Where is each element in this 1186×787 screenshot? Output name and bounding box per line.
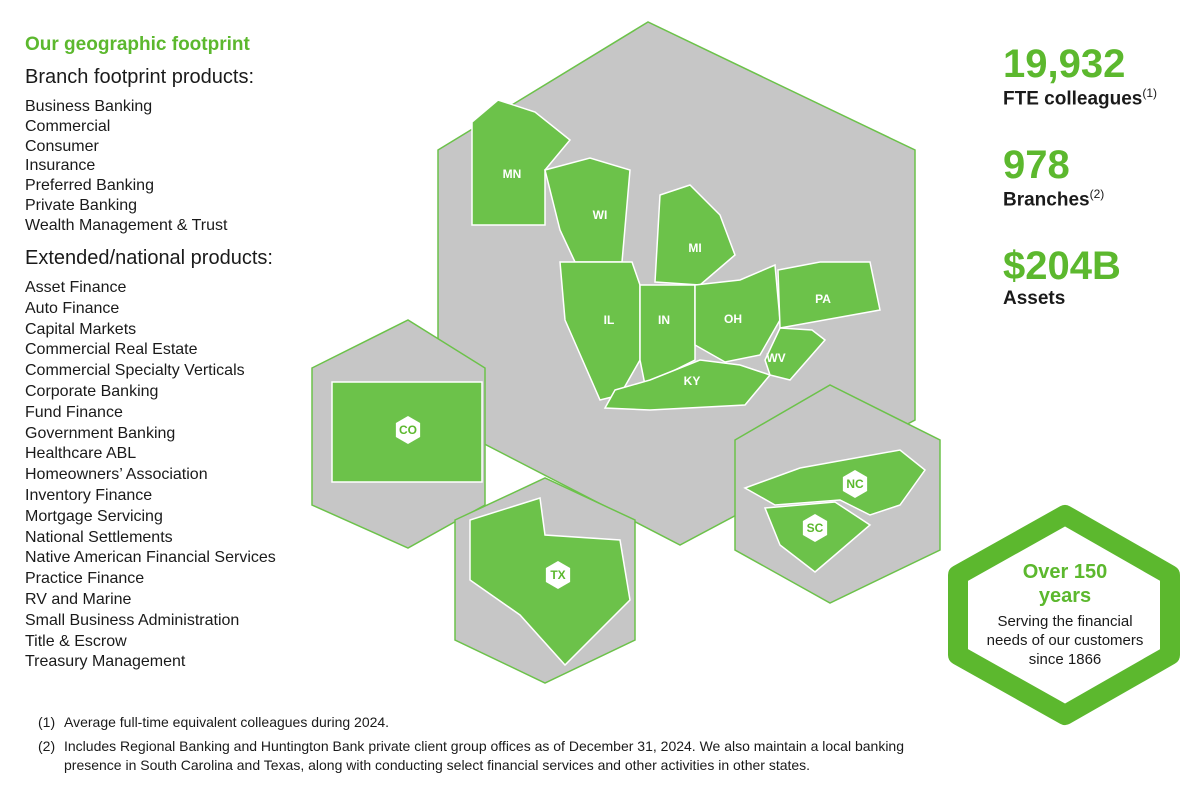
stat-label: Branches(2) bbox=[1003, 187, 1104, 211]
title: Our geographic footprint bbox=[25, 34, 250, 55]
product-item: RV and Marine bbox=[25, 590, 132, 608]
stat-label: FTE colleagues(1) bbox=[1003, 86, 1157, 110]
badge: Over 150 years Serving the financial nee… bbox=[985, 560, 1145, 669]
stat: 978 Branches(2) bbox=[1003, 143, 1104, 211]
product-item: Healthcare ABL bbox=[25, 445, 137, 463]
badge-heading: Over 150 years bbox=[1022, 561, 1108, 607]
product-item: Auto Finance bbox=[25, 299, 120, 317]
state-icon bbox=[842, 470, 868, 498]
product-item: Wealth Management & Trust bbox=[25, 216, 228, 234]
stat-value: $204B bbox=[1003, 244, 1121, 288]
stat-label-text: Branches bbox=[1003, 189, 1090, 211]
state-icon bbox=[395, 416, 421, 444]
product-item: Government Banking bbox=[25, 424, 176, 442]
product-item: Asset Finance bbox=[25, 279, 127, 296]
product-item: Fund Finance bbox=[25, 403, 123, 421]
stat-value: 19,932 bbox=[1003, 42, 1126, 86]
product-list: Business Banking Commercial Consumer Insura… bbox=[25, 99, 227, 238]
product-item: Treasury Management bbox=[25, 653, 186, 671]
state-label: OH bbox=[724, 312, 742, 326]
footnote-text: Average full-time equivalent colleagues … bbox=[64, 714, 390, 730]
state bbox=[694, 263, 781, 363]
footnote-text: Includes Regional Banking and Huntington… bbox=[64, 738, 904, 773]
product-item: Preferred Banking bbox=[25, 177, 154, 195]
state-label: IL bbox=[604, 313, 615, 327]
product-list: Asset Finance Auto Finance Capital Markets… bbox=[25, 280, 276, 675]
product-item: Homeowners’ Association bbox=[25, 466, 208, 484]
stat-label-text: FTE colleagues bbox=[1003, 88, 1143, 110]
product-item: Native American Financial Services bbox=[25, 549, 276, 567]
state-label: KY bbox=[684, 374, 701, 388]
state-label: NC bbox=[846, 477, 864, 491]
section-heading: Extended/national products: bbox=[25, 247, 273, 269]
footnote-ref: (1) bbox=[1142, 86, 1158, 100]
section-heading: Branch footprint products: bbox=[25, 66, 255, 88]
stat-value: 978 bbox=[1003, 143, 1070, 187]
stat-label: Assets bbox=[1003, 288, 1121, 310]
product-item: Business Banking bbox=[25, 98, 153, 115]
stat: 19,932 FTE colleagues(1) bbox=[1003, 42, 1157, 110]
state-label: MN bbox=[503, 167, 522, 181]
product-item: Inventory Finance bbox=[25, 486, 153, 504]
footnote-marker: (1) bbox=[38, 714, 56, 730]
state bbox=[743, 449, 927, 516]
state bbox=[471, 99, 572, 226]
state-label: PA bbox=[815, 292, 831, 306]
badge-hexagon bbox=[948, 505, 1180, 725]
product-item: National Settlements bbox=[25, 528, 173, 546]
product-item: Commercial Specialty Verticals bbox=[25, 362, 245, 380]
state-label: WV bbox=[766, 351, 785, 365]
product-item: Title & Escrow bbox=[25, 632, 127, 650]
state-label: CO bbox=[399, 423, 417, 437]
product-item: Commercial Real Estate bbox=[25, 341, 198, 359]
footnote-marker: (2) bbox=[38, 738, 56, 754]
product-item: Corporate Banking bbox=[25, 382, 159, 400]
state bbox=[777, 261, 881, 329]
product-item: Commercial bbox=[25, 117, 111, 135]
product-item: Private Banking bbox=[25, 196, 138, 214]
state-label: MI bbox=[688, 241, 701, 255]
stat-label-text: Assets bbox=[1003, 288, 1066, 309]
product-item: Consumer bbox=[25, 137, 99, 155]
state-icon bbox=[802, 514, 828, 542]
state-icon bbox=[545, 561, 571, 589]
state-label: SC bbox=[807, 521, 824, 535]
footnote: (1) Average full-time equivalent colleagu… bbox=[38, 713, 938, 732]
product-item: Capital Markets bbox=[25, 320, 137, 338]
state bbox=[764, 327, 827, 381]
product-item: Practice Finance bbox=[25, 570, 145, 588]
state bbox=[654, 184, 736, 286]
product-item: Small Business Administration bbox=[25, 611, 240, 629]
product-item: Insurance bbox=[25, 157, 96, 175]
footnote: (2) Includes Regional Banking and Hunting… bbox=[38, 737, 938, 775]
state-label: WI bbox=[593, 208, 608, 222]
state-label: IN bbox=[658, 313, 670, 327]
badge-text: Serving the financial needs of our custo… bbox=[986, 613, 1144, 668]
state-labels: MN WI MI IL IN OH PA KY WV CO TX NC SC bbox=[395, 167, 868, 589]
product-item: Mortgage Servicing bbox=[25, 507, 163, 525]
state-label: TX bbox=[550, 568, 565, 582]
state bbox=[559, 261, 641, 401]
stat: $204B Assets bbox=[1003, 244, 1121, 310]
footnote-ref: (2) bbox=[1089, 187, 1105, 201]
